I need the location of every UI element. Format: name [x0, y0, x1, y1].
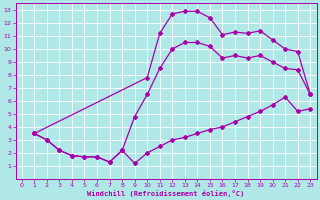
X-axis label: Windchill (Refroidissement éolien,°C): Windchill (Refroidissement éolien,°C)	[87, 190, 245, 197]
